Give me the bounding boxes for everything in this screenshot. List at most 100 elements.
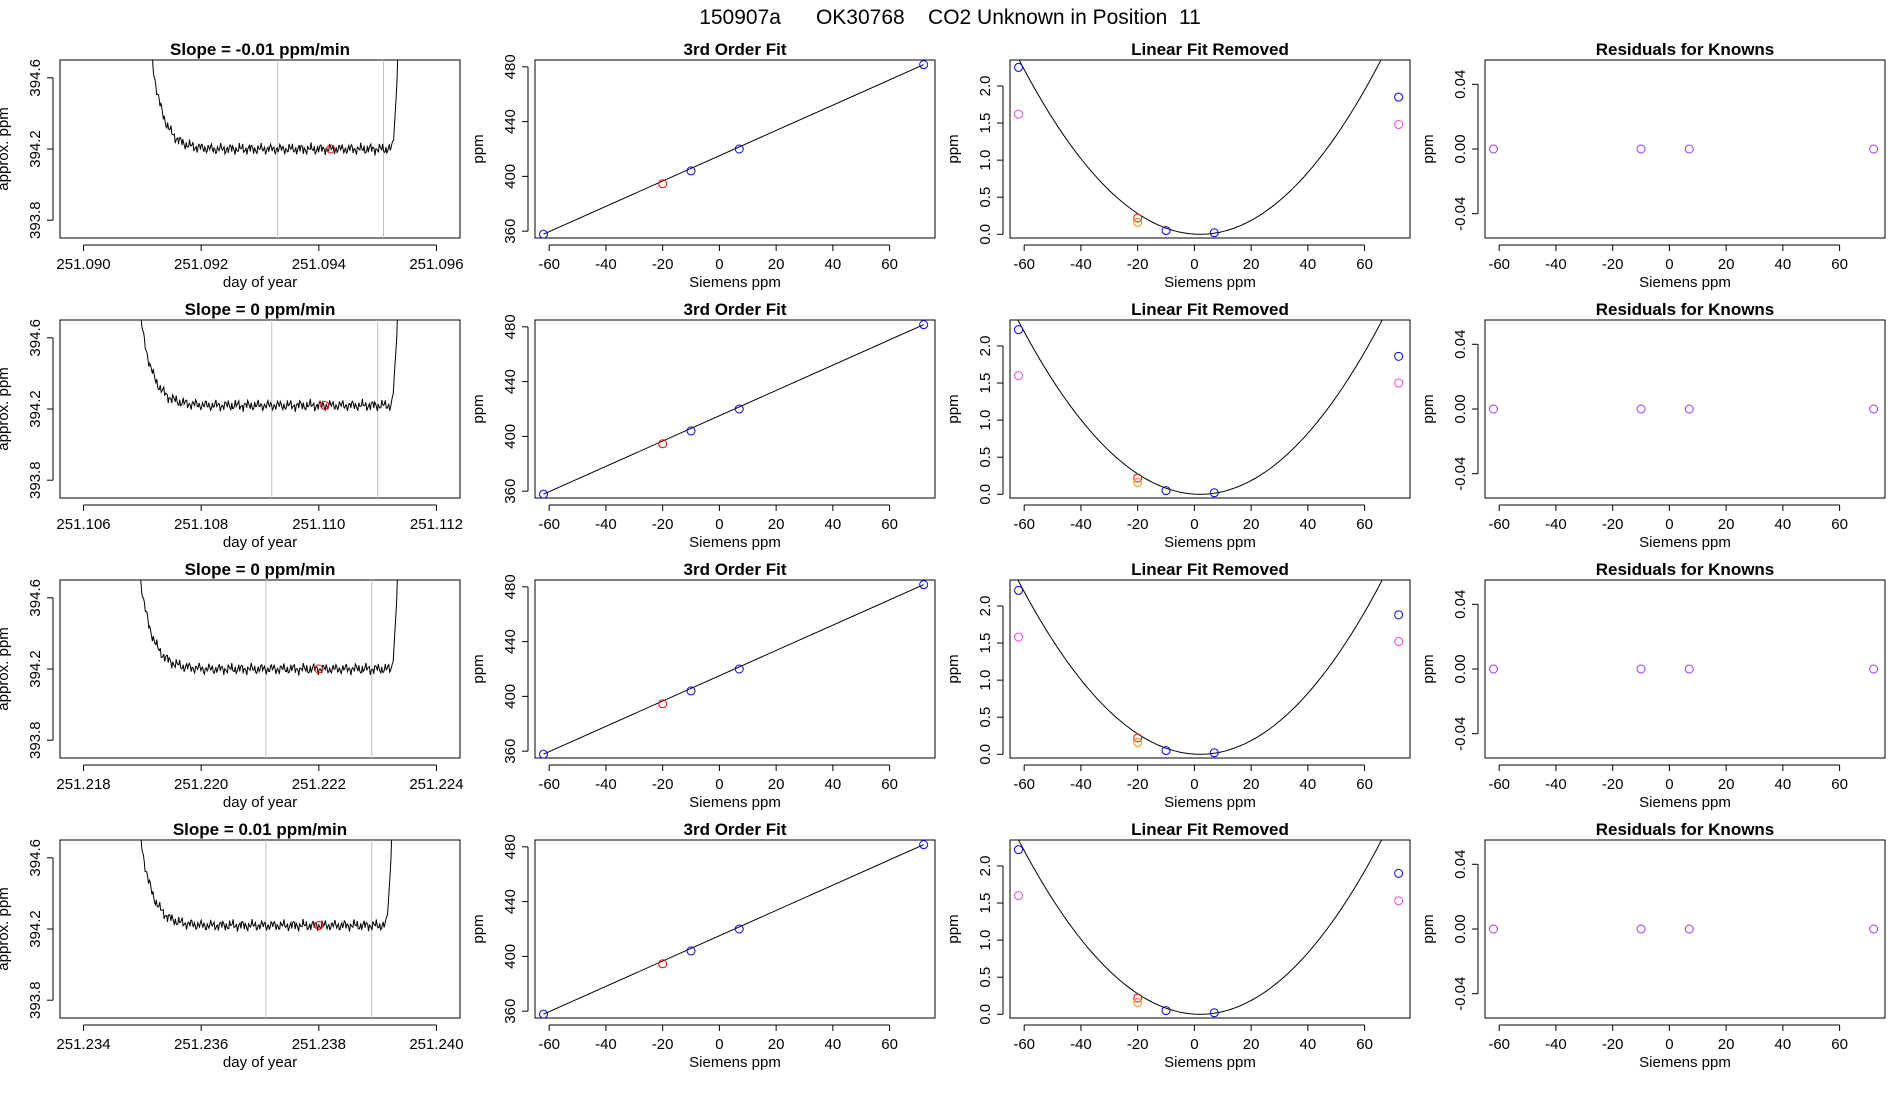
x-axis-label: day of year [223, 794, 297, 811]
y-tick-label: 394.6 [27, 579, 44, 617]
x-tick-label: 40 [825, 256, 842, 273]
x-tick-label: 20 [768, 256, 785, 273]
plot-frame [59, 839, 461, 1019]
panel-8: Residuals for Knowns Siemens ppm ppm -60 -40… [1420, 300, 1886, 551]
data-point-blue [734, 664, 744, 674]
data-point-blue [1394, 351, 1404, 361]
concentration-trace [140, 320, 398, 412]
x-tick-label: 40 [1300, 516, 1317, 533]
data-point-purple [1636, 404, 1646, 414]
y-tick-label: 2.0 [977, 76, 994, 97]
data-point-blue [734, 924, 744, 934]
y-axis-label: approx. ppm [0, 107, 12, 190]
y-tick-label: 480 [502, 54, 519, 79]
plot-area [539, 320, 929, 498]
x-tick-label: -60 [1013, 776, 1035, 793]
data-point-blue [734, 144, 744, 154]
x-tick-label: -40 [595, 256, 617, 273]
panel-title: Residuals for Knowns [1596, 40, 1775, 59]
x-tick-label: 20 [768, 516, 785, 533]
data-point-red [1133, 733, 1143, 743]
data-point-blue [1394, 92, 1404, 102]
x-tick-label: 251.224 [409, 776, 463, 793]
panel-4: Residuals for Knowns Siemens ppm ppm -60 -40… [1420, 40, 1886, 291]
y-axis-label: ppm [470, 394, 487, 423]
x-axis-label: Siemens ppm [1164, 1054, 1256, 1071]
y-tick-label: 0.0 [977, 744, 994, 765]
y-tick-label: 400 [502, 684, 519, 709]
y-tick-label: 394.2 [27, 650, 44, 688]
plot-area [1014, 60, 1404, 238]
y-axis-label: ppm [470, 134, 487, 163]
data-point-magenta [1014, 109, 1024, 119]
y-tick-label: 0.00 [1452, 394, 1469, 423]
data-point-blue [1209, 1008, 1219, 1018]
data-point-purple [1869, 404, 1879, 414]
data-point-magenta [1014, 891, 1024, 901]
y-tick-label: 360 [502, 479, 519, 504]
x-tick-label: -40 [595, 1036, 617, 1053]
panel-6: 3rd Order Fit Siemens ppm ppm -60 -40 -20 0 20 4… [470, 300, 936, 551]
x-tick-label: -40 [1070, 776, 1092, 793]
y-tick-label: 1.0 [977, 410, 994, 431]
y-tick-label: 0.04 [1452, 850, 1469, 879]
x-tick-label: 60 [881, 1036, 898, 1053]
x-tick-label: -60 [1013, 256, 1035, 273]
plot-frame [534, 839, 936, 1019]
x-tick-label: -20 [1602, 516, 1624, 533]
panel-7: Linear Fit Removed Siemens ppm ppm -60 -40 -2… [945, 300, 1411, 551]
data-point-red [658, 959, 668, 969]
panel-title: Residuals for Knowns [1596, 820, 1775, 839]
y-tick-label: 360 [502, 999, 519, 1024]
y-axis-label: ppm [945, 914, 962, 943]
data-point-blue [686, 946, 696, 956]
data-point-blue [919, 580, 929, 590]
data-point-red [658, 179, 668, 189]
plot-area [539, 580, 929, 758]
x-tick-label: 20 [1718, 776, 1735, 793]
data-point-orange [1133, 477, 1143, 487]
y-tick-label: 0.0 [977, 484, 994, 505]
data-point-blue [1014, 845, 1024, 855]
x-tick-label: 0 [715, 776, 723, 793]
data-point-blue [919, 320, 929, 330]
panel-16: Residuals for Knowns Siemens ppm ppm -60 -40… [1420, 820, 1886, 1071]
x-tick-label: 20 [768, 1036, 785, 1053]
x-axis-label: Siemens ppm [1639, 274, 1731, 291]
x-tick-label: -20 [1602, 776, 1624, 793]
plot-area [152, 60, 399, 238]
x-axis-label: day of year [223, 274, 297, 291]
x-axis-label: Siemens ppm [689, 794, 781, 811]
y-tick-label: 2.0 [977, 596, 994, 617]
x-tick-label: 20 [1243, 1036, 1260, 1053]
x-axis-label: Siemens ppm [689, 1054, 781, 1071]
data-point-blue [686, 166, 696, 176]
x-tick-label: 0 [715, 256, 723, 273]
x-tick-label: 0 [1665, 516, 1673, 533]
plot-frame [1009, 319, 1411, 499]
x-tick-label: 20 [1718, 256, 1735, 273]
x-tick-label: 20 [1718, 1036, 1735, 1053]
y-tick-label: 1.5 [977, 113, 994, 134]
x-tick-label: 20 [1718, 516, 1735, 533]
fit-line [543, 324, 924, 495]
panel-3: Linear Fit Removed Siemens ppm ppm -60 -40 -2… [945, 40, 1411, 291]
panel-title: Linear Fit Removed [1131, 300, 1289, 319]
x-tick-label: 251.112 [410, 516, 463, 533]
data-point-purple [1684, 404, 1694, 414]
data-point-blue [1161, 746, 1171, 756]
x-tick-label: 40 [825, 1036, 842, 1053]
data-point-red [1133, 993, 1143, 1003]
panel-11: Linear Fit Removed Siemens ppm ppm -60 -40 -2… [945, 560, 1411, 811]
x-tick-label: 40 [825, 516, 842, 533]
y-tick-label: 394.6 [27, 59, 44, 97]
x-tick-label: 40 [1300, 256, 1317, 273]
data-point-purple [1636, 664, 1646, 674]
y-tick-label: 360 [502, 739, 519, 764]
x-tick-label: 251.106 [56, 516, 110, 533]
x-tick-label: 60 [1356, 256, 1373, 273]
data-point-blue [919, 60, 929, 70]
data-point-red [1133, 213, 1143, 223]
plot-frame [1009, 579, 1411, 759]
plot-frame [1484, 579, 1886, 759]
